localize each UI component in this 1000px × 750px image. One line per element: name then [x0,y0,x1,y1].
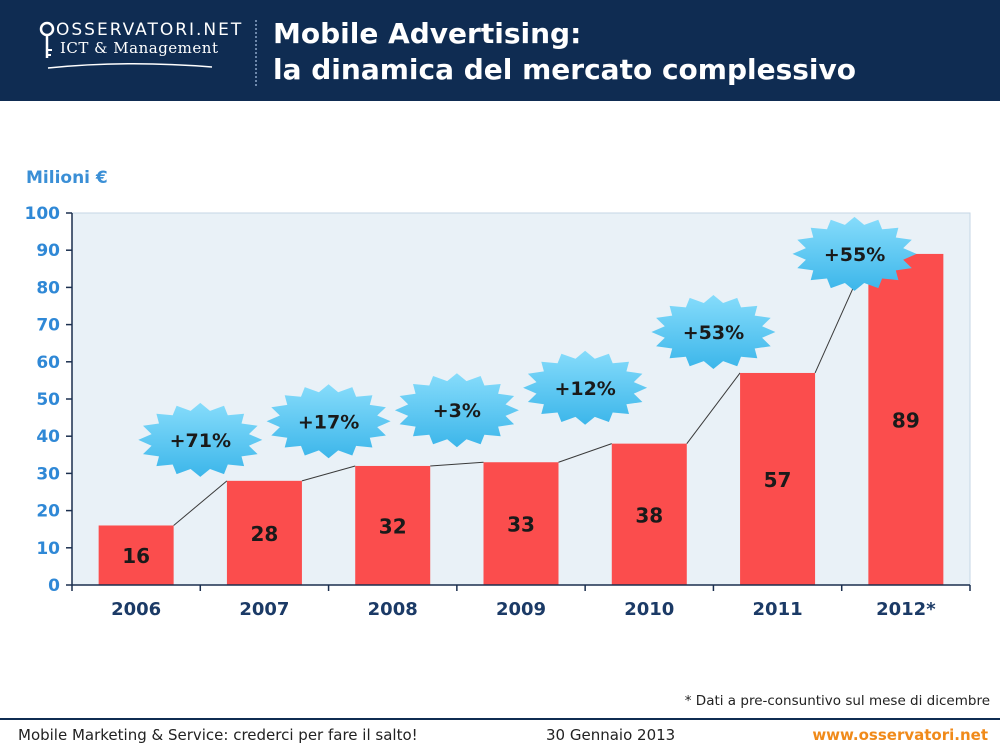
y-tick-label: 50 [36,390,60,410]
growth-label: +3% [433,400,481,422]
footer-date: 30 Gennaio 2013 [546,726,676,744]
growth-starburst [394,373,519,448]
title-line-2: la dinamica del mercato complessivo [273,53,856,86]
bar [611,443,687,585]
growth-starburst [651,295,776,369]
y-tick-label: 0 [48,576,60,596]
x-tick-label: 2007 [239,599,289,620]
footer-divider [0,718,1000,720]
growth-starburst [138,402,263,477]
bar [226,480,302,585]
bar [98,525,174,585]
x-tick-label: 2008 [368,599,418,620]
x-tick-label: 2006 [111,599,161,620]
y-tick-label: 100 [25,204,61,224]
y-axis-unit-label: Milioni € [26,168,108,188]
growth-starburst [523,350,648,425]
growth-connector [301,465,356,482]
header-separator [255,20,257,86]
bar-chart: 16 28 32 33 38 57 89 +71% +17% +3% +12% +53% +55% 0… [25,204,971,620]
growth-starburst [792,216,917,291]
bar [868,253,944,586]
x-tick-label: 2011 [753,599,803,620]
growth-label: +17% [298,411,359,433]
x-tick-label: 2012* [876,599,936,620]
x-tick-label: 2009 [496,599,546,620]
y-tick-label: 80 [36,278,60,298]
bar [483,462,559,585]
growth-connector [430,461,484,467]
logo-name: OSSERVATORI.NET [56,20,244,40]
page-title: Mobile Advertising: la dinamica del merc… [273,16,856,88]
y-tick-label: 90 [36,241,60,261]
bar-value-label: 28 [251,522,279,546]
bar-value-label: 32 [379,514,407,538]
logo-subtitle: ICT & Management [60,39,219,57]
growth-connector [558,443,612,463]
logo: OSSERVATORI.NET ICT & Management [38,18,241,78]
bar [355,465,431,585]
footer-website-link[interactable]: www.osservatori.net [812,726,988,744]
bar-value-label: 89 [892,408,920,432]
growth-label: +55% [824,244,885,266]
growth-label: +71% [170,430,231,452]
y-tick-label: 30 [36,464,60,484]
key-icon [39,21,55,58]
growth-label: +12% [554,378,615,400]
bar-value-label: 57 [764,468,792,492]
y-tick-label: 20 [36,502,60,522]
y-tick-label: 40 [36,427,60,447]
bar [740,372,816,585]
footer-event-title: Mobile Marketing & Service: crederci per… [18,726,418,744]
bar-value-label: 38 [635,503,663,527]
bar-value-label: 33 [507,513,535,537]
title-line-1: Mobile Advertising: [273,17,582,50]
bar-value-label: 16 [122,544,150,568]
logo-swoosh [47,62,213,69]
x-tick-label: 2010 [624,599,674,620]
y-tick-label: 60 [36,353,60,373]
growth-starburst [266,384,391,459]
growth-connector [173,480,228,526]
y-tick-label: 10 [36,539,60,559]
growth-label: +53% [683,322,744,344]
footnote: * Dati a pre-consuntivo sul mese di dice… [684,693,990,709]
header-bar: OSSERVATORI.NET ICT & Management Mobile … [0,0,1000,101]
y-tick-label: 70 [36,316,60,336]
growth-connector [686,372,741,444]
